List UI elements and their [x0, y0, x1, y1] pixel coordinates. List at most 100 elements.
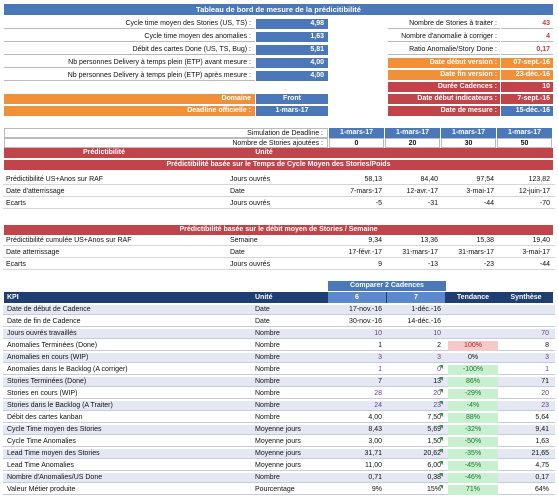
kpi-row-unit: Date — [255, 318, 270, 325]
comment-flag-icon — [439, 377, 443, 381]
kpi-row-unit: Nombre — [255, 342, 280, 349]
kpi-row-cadence-7: 14-déc.-16 — [407, 318, 441, 325]
left-param-value[interactable]: 4,00 — [256, 71, 328, 81]
kpi-row-cadence-7: 20 — [433, 389, 443, 397]
sim-row-label: Date d'atterrissage — [6, 188, 65, 195]
kpi-header-bar — [4, 292, 553, 303]
deadline-value[interactable]: 1-mars-17 — [256, 106, 328, 116]
right-param-value[interactable]: 10 — [501, 82, 553, 92]
kpi-row-label: Débit des cartes kanban — [7, 414, 83, 421]
kpi-row-cadence-6: 0,71 — [368, 474, 382, 481]
right-param-value[interactable]: 15-déc.-16 — [501, 106, 553, 116]
sim-deadline-value[interactable]: 1-mars-17 — [497, 128, 552, 138]
right-param-label: Nombre d'anomalie à corriger : — [388, 32, 500, 42]
section1-title: Prédictibilité basée sur le Temps de Cyc… — [4, 160, 553, 170]
kpi-row-trend: 86% — [448, 377, 498, 387]
sim-deadline-label: Simulation de Deadline : — [4, 128, 328, 138]
left-param-label: Cycle time moyen des Stories (US, TS) : — [4, 19, 255, 29]
sim-row-value: 97,54 — [476, 176, 494, 183]
sim-row-value: 12-avr.-17 — [406, 188, 438, 195]
kpi-row-synthesis — [500, 305, 552, 315]
sim-deadline-value[interactable]: 1-mars-17 — [329, 128, 384, 138]
kpi-header-unit: Unité — [255, 294, 273, 301]
kpi-row-cadence-6: 11,00 — [365, 462, 382, 469]
right-param-value[interactable]: 23-déc.-16 — [501, 70, 553, 80]
kpi-row-unit: Nombre — [255, 366, 280, 373]
sim-row — [3, 248, 555, 258]
left-param-value[interactable]: 5,81 — [256, 45, 328, 55]
kpi-row-cadence-6: 31,71 — [364, 450, 382, 457]
kpi-row-trend: 100% — [448, 341, 498, 351]
sim-added-value[interactable]: 0 — [329, 138, 384, 148]
kpi-row-label: Lead Time Anomalies — [7, 462, 74, 469]
right-param-value[interactable]: 07-sept.-16 — [501, 58, 553, 68]
sim-added-value[interactable]: 20 — [385, 138, 440, 148]
kpi-header-kpi: KPI — [7, 294, 19, 301]
sim-row-value: 15,38 — [476, 237, 494, 244]
left-param-value[interactable]: 4,00 — [256, 58, 328, 68]
sim-deadline-value[interactable]: 1-mars-17 — [441, 128, 496, 138]
left-param-value[interactable]: 1,63 — [256, 32, 328, 42]
left-param-label: Débit des cartes Done (US, TS, Bug) : — [4, 45, 255, 55]
kpi-header-cadence-7[interactable]: 7 — [387, 292, 445, 303]
kpi-row — [3, 377, 555, 387]
kpi-row-synthesis: 9,41 — [535, 426, 549, 433]
domain-value[interactable]: Front — [256, 94, 328, 104]
sim-deadline-value[interactable]: 1-mars-17 — [385, 128, 440, 138]
comment-flag-icon — [439, 485, 443, 489]
sim-header-row — [4, 148, 553, 158]
kpi-row-label: Lead Time moyen des Stories — [7, 450, 100, 457]
sim-row-value: 17-févr.-17 — [348, 249, 382, 256]
comment-flag-icon — [439, 413, 443, 417]
kpi-row-cadence-7: 7,50 — [427, 413, 443, 421]
kpi-row-cadence-7: 2 — [437, 342, 441, 349]
kpi-row-unit: Nombre — [255, 378, 280, 385]
kpi-row-trend — [448, 305, 498, 315]
kpi-row — [3, 413, 555, 423]
kpi-row-label: Anomalies dans le Backlog (A corriger) — [7, 366, 128, 373]
right-param-value[interactable]: 7-sept.-16 — [501, 94, 553, 104]
kpi-row-cadence-7: 1,50 — [427, 437, 443, 445]
kpi-row-label: Stories Terminées (Done) — [7, 378, 87, 385]
sim-row-label: Ecarts — [6, 200, 26, 207]
kpi-row-unit: Nombre — [255, 390, 280, 397]
kpi-row-cadence-6: 10 — [374, 330, 382, 337]
kpi-row — [3, 341, 555, 351]
sim-added-value[interactable]: 30 — [441, 138, 496, 148]
kpi-row-cadence-6: 1 — [378, 342, 382, 349]
kpi-row-cadence-7: 0 — [437, 365, 443, 373]
kpi-row — [3, 425, 555, 435]
kpi-row — [3, 401, 555, 411]
kpi-row — [3, 485, 555, 495]
sim-row-value: 9 — [378, 261, 382, 268]
kpi-row — [3, 365, 555, 375]
kpi-row-unit: Moyenne jours — [255, 450, 301, 457]
comment-flag-icon — [439, 401, 443, 405]
kpi-row-cadence-7: 20,62 — [423, 449, 443, 457]
kpi-row-synthesis: 1 — [545, 366, 549, 373]
kpi-row-label: Anomalies en cours (WIP) — [7, 354, 89, 361]
kpi-header-cadence-6[interactable]: 6 — [328, 292, 386, 303]
right-param-value[interactable]: 4 — [501, 32, 553, 42]
comment-flag-icon — [439, 461, 443, 465]
kpi-row-cadence-6: 3 — [378, 354, 382, 361]
right-param-value[interactable]: 0,17 — [501, 45, 553, 55]
kpi-row — [3, 353, 555, 363]
kpi-row-cadence-7: 1-déc.-16 — [411, 306, 441, 313]
left-param-value[interactable]: 4,98 — [256, 19, 328, 29]
kpi-row — [3, 389, 555, 399]
sim-added-value[interactable]: 50 — [497, 138, 552, 148]
sim-row-value: -31 — [427, 200, 438, 207]
right-param-value[interactable]: 43 — [501, 19, 553, 29]
sim-row-value: 3-mai-17 — [522, 249, 550, 256]
sim-row-value: 123,82 — [528, 176, 550, 183]
kpi-row-unit: Nombre — [255, 414, 280, 421]
kpi-row-synthesis: 3 — [545, 354, 549, 361]
sim-row-unit: Semaine — [230, 237, 258, 244]
kpi-row-trend: -50% — [448, 437, 498, 447]
kpi-row-synthesis: 1,63 — [535, 438, 549, 445]
left-param-label: Nb personnes Delivery à temps plein (ETP… — [4, 58, 255, 68]
kpi-row-trend — [448, 329, 498, 339]
kpi-header-synthesis: Synthèse — [510, 294, 542, 301]
dashboard-title: Tableau de bord de mesure de la prédicit… — [4, 4, 553, 15]
